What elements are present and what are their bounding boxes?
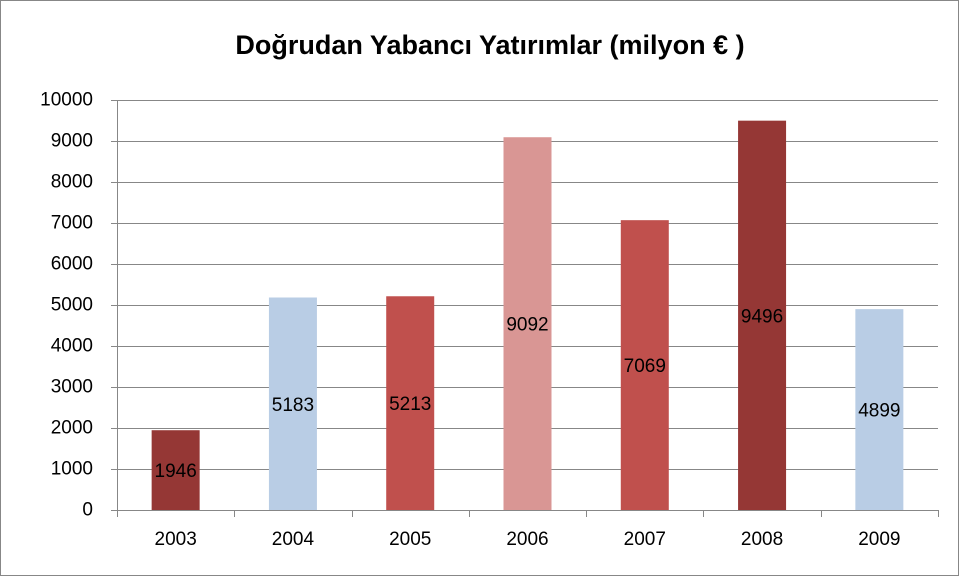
x-tick-label: 2005	[389, 529, 431, 550]
y-tick-label: 0	[82, 500, 93, 521]
data-label: 1946	[155, 461, 197, 482]
y-tick-label: 9000	[51, 131, 93, 152]
bar	[151, 430, 200, 510]
data-label: 7069	[624, 356, 666, 377]
x-tick-label: 2007	[624, 529, 666, 550]
y-tick-label: 5000	[51, 295, 93, 316]
bar	[386, 296, 435, 510]
bar	[268, 297, 317, 510]
data-label: 9496	[741, 306, 783, 327]
x-tick-label: 2009	[858, 529, 900, 550]
y-tick-label: 7000	[51, 213, 93, 234]
bar	[620, 220, 669, 510]
bar	[738, 120, 787, 510]
y-tick-label: 2000	[51, 418, 93, 439]
data-label: 9092	[506, 315, 548, 336]
data-label: 5183	[272, 395, 314, 416]
y-tick-label: 3000	[51, 377, 93, 398]
bar	[503, 137, 552, 510]
data-label: 4899	[858, 401, 900, 422]
y-tick-label: 10000	[40, 90, 93, 111]
y-tick-label: 6000	[51, 254, 93, 275]
x-tick-label: 2004	[272, 529, 315, 550]
bar	[855, 309, 904, 510]
x-tick-label: 2006	[506, 529, 548, 550]
y-tick-label: 4000	[51, 336, 93, 357]
chart-title: Doğrudan Yabancı Yatırımlar (milyon € )	[235, 30, 744, 60]
y-tick-label: 8000	[51, 172, 93, 193]
x-tick-label: 2003	[155, 529, 197, 550]
data-label: 5213	[389, 394, 431, 415]
y-tick-label: 1000	[51, 459, 93, 480]
x-tick-label: 2008	[741, 529, 783, 550]
